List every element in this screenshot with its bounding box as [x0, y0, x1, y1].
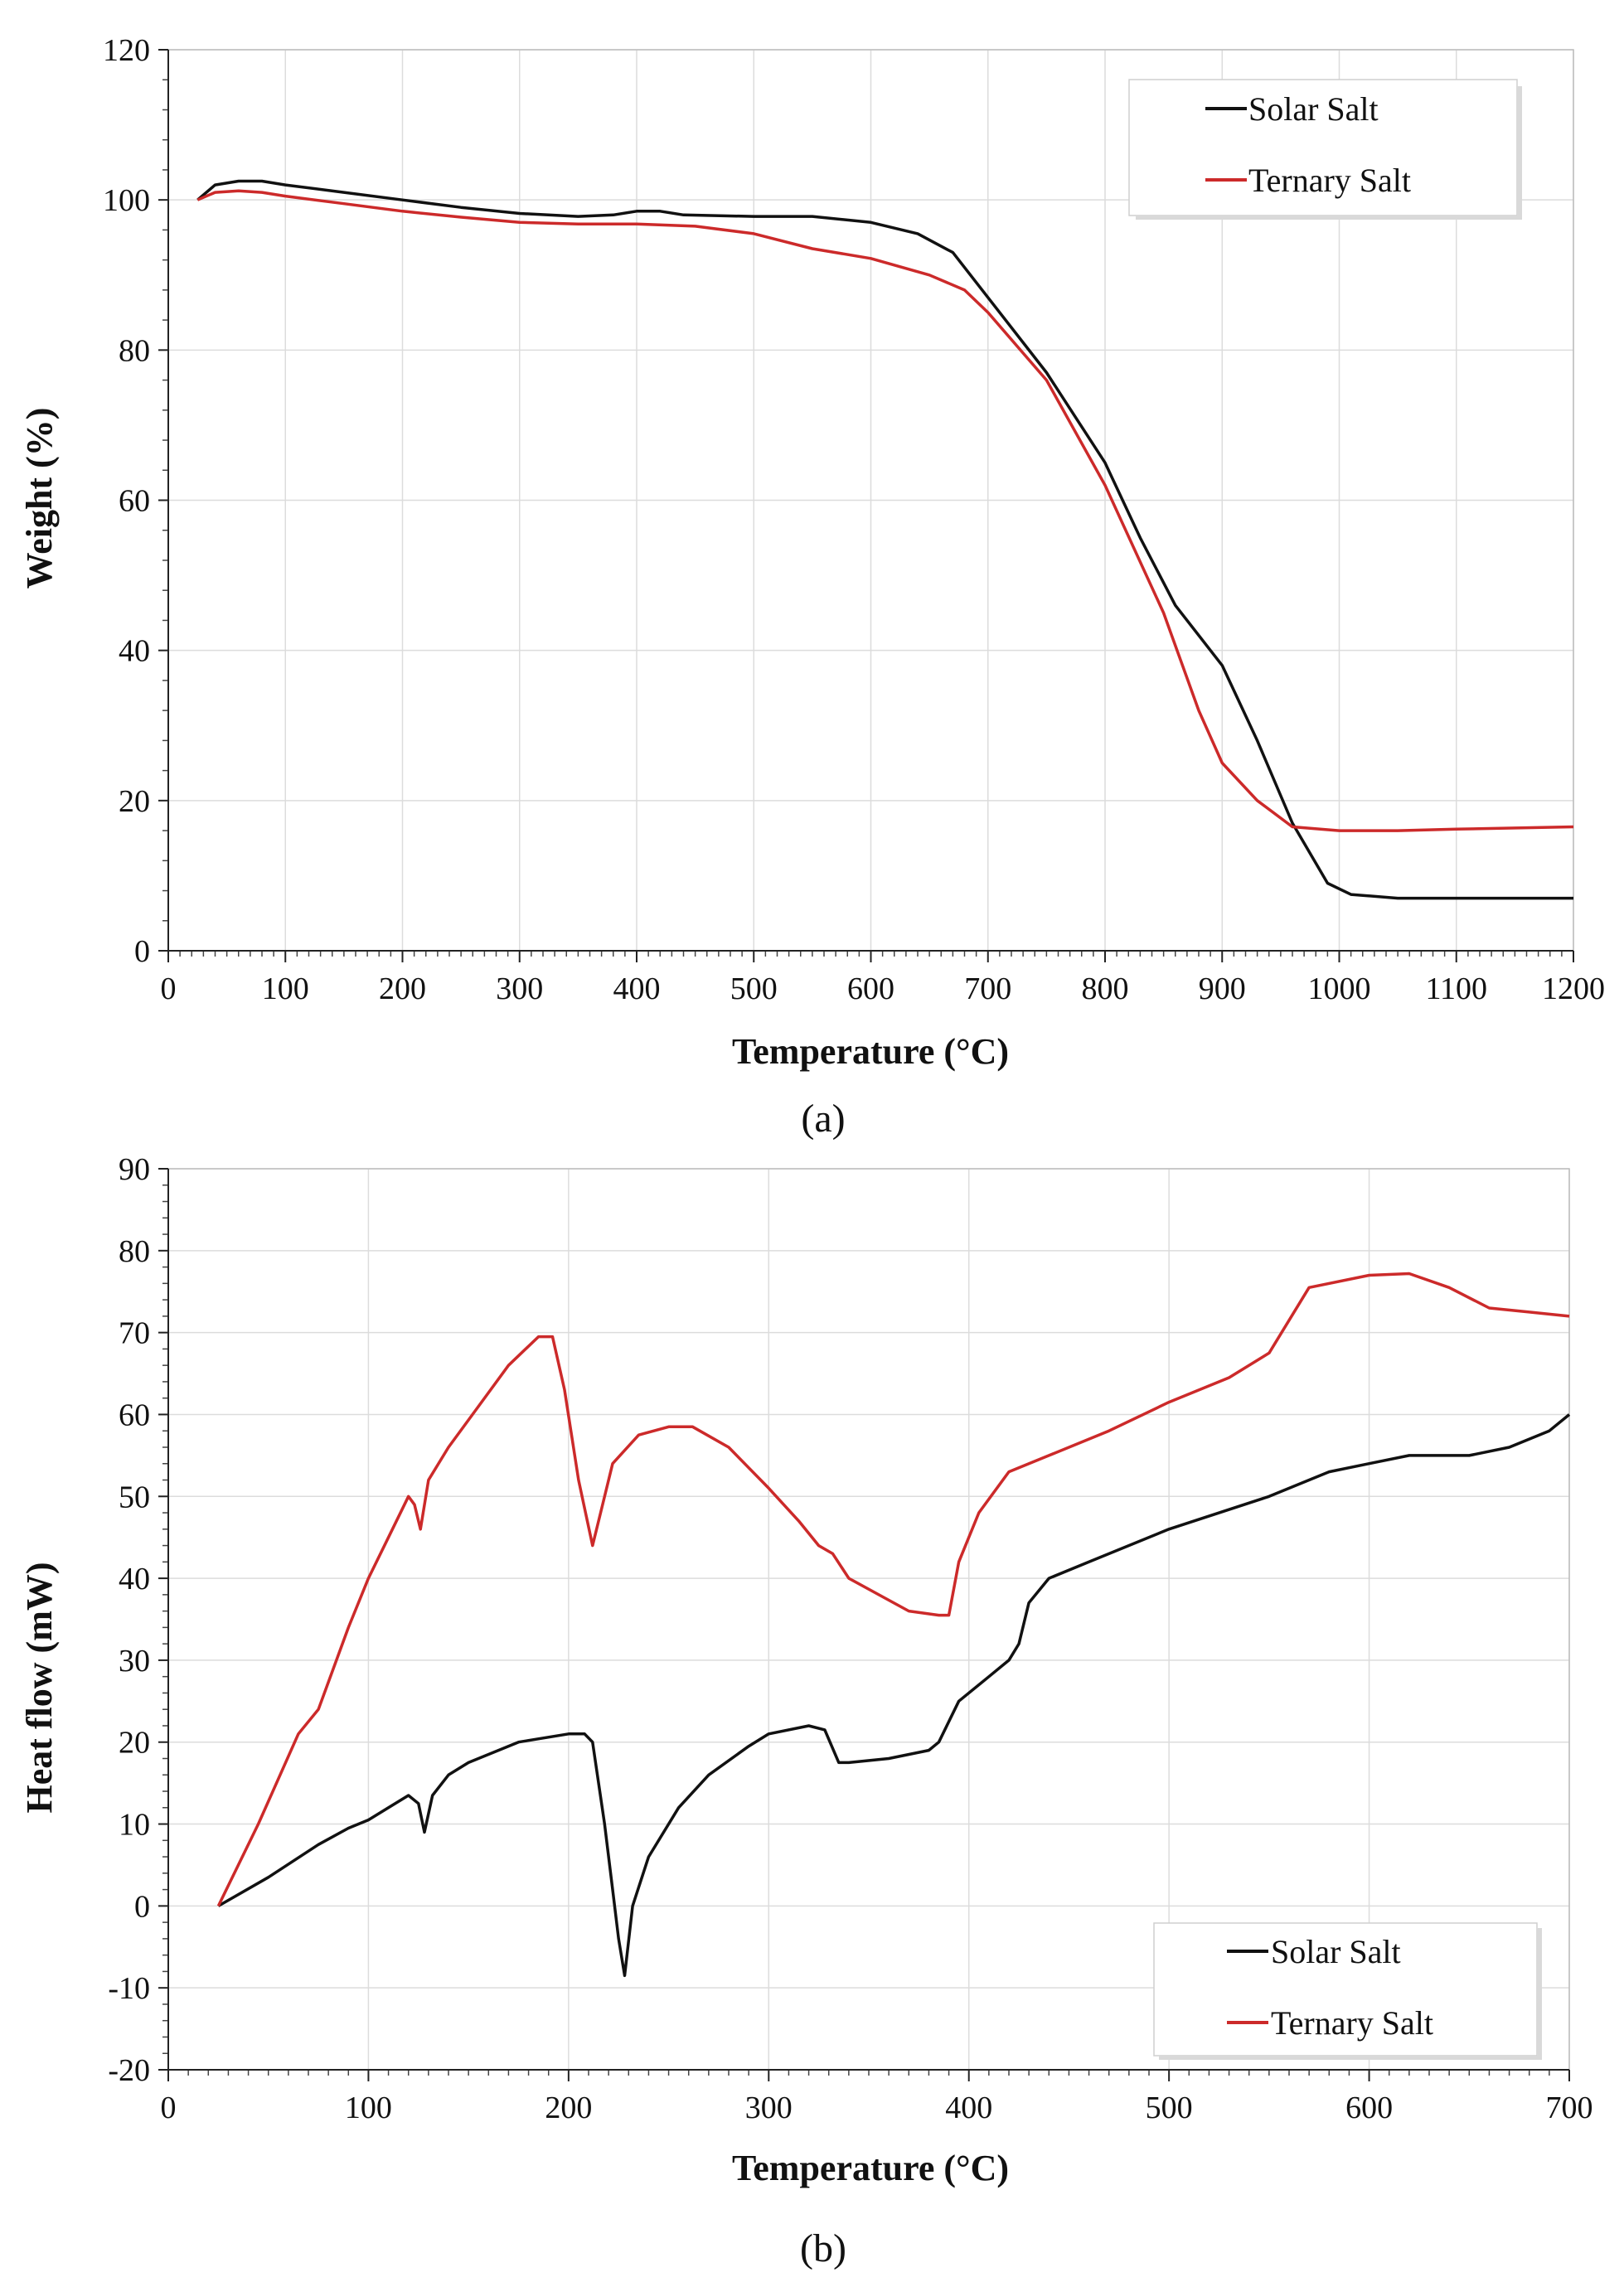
panel-a-xtick-label-12: 1200: [1542, 971, 1605, 1006]
panel-a-xtick-label-11: 1100: [1425, 971, 1487, 1006]
panel-a-xtick-label-8: 800: [1082, 971, 1129, 1006]
panel-a-legend-shadow-bottom: [1136, 216, 1522, 220]
panel-b-ytick-label-6: 40: [119, 1562, 150, 1596]
panel-b-xtick-label-7: 700: [1546, 2090, 1593, 2125]
panel-a-legend-label-solar-salt: Solar Salt: [1248, 90, 1379, 128]
panel-a-minor-ticks: [162, 79, 1563, 957]
panel-b-legend-shadow-bottom: [1159, 2056, 1542, 2060]
panel-a-xtick-label-3: 300: [496, 971, 543, 1006]
panel-a-series-ternary-salt-line: [196, 189, 1574, 832]
panel-a-ytick-label-2: 40: [119, 634, 150, 669]
panel-a-ytick-label-6: 120: [103, 33, 150, 68]
panel-a-legend-shadow-right: [1517, 86, 1522, 219]
panel-b-series-solar-salt-line: [217, 1413, 1571, 1978]
panel-a-legend-box: [1128, 79, 1518, 216]
panel-b-ytick-label-8: 60: [119, 1398, 150, 1432]
panel-b-ytick-label-11: 90: [119, 1152, 150, 1187]
panel-b-xtick-label-6: 600: [1345, 2090, 1393, 2125]
panel-b-y-tick-labels: -20 -10 0 10 20 30 40 50 60 70 80 90: [108, 1152, 150, 2088]
panel-b-xtick-label-0: 0: [161, 2090, 177, 2125]
panel-a-ytick-label-3: 60: [119, 484, 150, 519]
panel-b-ytick-label-7: 50: [119, 1480, 150, 1514]
panel-b-minor-ticks: [162, 1185, 1550, 2076]
panel-a-xtick-label-9: 900: [1199, 971, 1246, 1006]
panel-b-xtick-label-1: 100: [345, 2090, 392, 2125]
panel-a-xtick-label-2: 200: [379, 971, 426, 1006]
panel-a-ytick-label-0: 0: [134, 934, 150, 969]
panel-a-xtick-label-0: 0: [161, 971, 177, 1006]
panel-b-legend-shadow-right: [1537, 1928, 1542, 2059]
panel-a-xtick-label-7: 700: [964, 971, 1011, 1006]
panel-b-series-ternary-salt-line: [216, 1272, 1570, 1907]
panel-b-ytick-label-2: 0: [134, 1889, 150, 1924]
panel-a-legend-label-ternary-salt: Ternary Salt: [1248, 162, 1411, 199]
panel-a-x-tick-labels: 0 100 200 300 400 500 600 700 800 900 1000 1100 1200: [161, 971, 1606, 1006]
panel-b-x-axis-title: Temperature (°C): [732, 2148, 1009, 2188]
panel-a-y-axis-title: Weight (%): [19, 408, 60, 589]
panel-a-major-ticks: [158, 49, 1574, 962]
panel-a-xtick-label-4: 400: [613, 971, 661, 1006]
panel-b-ytick-label-10: 80: [119, 1234, 150, 1269]
panel-b-legend-label-solar-salt: Solar Salt: [1271, 1933, 1401, 1970]
panel-b-xtick-label-2: 200: [545, 2090, 592, 2125]
panel-b-ytick-label-3: 10: [119, 1808, 150, 1843]
panel-b-y-axis-title: Heat flow (mW): [19, 1562, 60, 1813]
panel-a-xtick-label-10: 1000: [1308, 971, 1371, 1006]
panel-b-dsc-chart: 0 100 200 300 400 500 600 700 -20 -10 0 10 20 30 40 50…: [19, 1152, 1593, 2270]
panel-a-ytick-label-1: 20: [119, 784, 150, 819]
panel-b-caption: (b): [800, 2226, 846, 2270]
panel-b-legend-box: [1153, 1922, 1538, 2057]
panel-b-ytick-label-4: 20: [119, 1726, 150, 1761]
panel-b-ytick-label-9: 70: [119, 1316, 150, 1351]
panel-a-legend: Solar Salt Ternary Salt: [1128, 79, 1522, 220]
panel-a-tga-chart: 0 100 200 300 400 500 600 700 800 900 1000 1100 1200…: [19, 33, 1605, 1141]
panel-b-xtick-label-3: 300: [745, 2090, 793, 2125]
panel-a-x-axis-title: Temperature (°C): [732, 1031, 1009, 1072]
panel-a-y-tick-labels: 0 20 40 60 80 100 120: [103, 33, 150, 969]
panel-a-xtick-label-1: 100: [262, 971, 309, 1006]
panel-b-major-ticks: [158, 1168, 1570, 2081]
panel-b-xtick-label-4: 400: [945, 2090, 992, 2125]
panel-a-series-solar-salt-line: [196, 179, 1573, 900]
panel-b-ytick-label-0: -20: [108, 2053, 150, 2088]
panel-b-legend: Solar Salt Ternary Salt: [1153, 1922, 1542, 2060]
panel-a-ytick-label-4: 80: [119, 333, 150, 368]
panel-b-xtick-label-5: 500: [1146, 2090, 1193, 2125]
panel-a-ytick-label-5: 100: [103, 183, 150, 218]
panel-b-ytick-label-5: 30: [119, 1644, 150, 1679]
panel-b-x-tick-labels: 0 100 200 300 400 500 600 700: [161, 2090, 1593, 2125]
panel-a-xtick-label-5: 500: [730, 971, 778, 1006]
panel-b-legend-label-ternary-salt: Ternary Salt: [1271, 2004, 1433, 2042]
panel-a-caption: (a): [801, 1097, 845, 1141]
panel-b-ytick-label-1: -10: [108, 1971, 150, 2006]
panel-a-xtick-label-6: 600: [847, 971, 894, 1006]
